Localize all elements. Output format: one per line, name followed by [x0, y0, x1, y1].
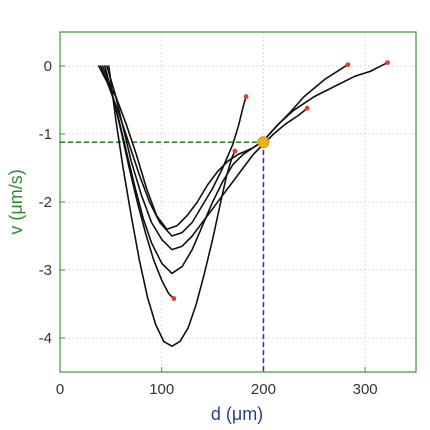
y-tick-label: -3 — [39, 262, 52, 279]
highlight-point-marker — [257, 136, 270, 149]
tick-marks — [59, 65, 366, 372]
x-axis-title: d (μm) — [211, 404, 263, 424]
y-tick-label: 0 — [44, 58, 52, 75]
trajectory-line-3 — [101, 63, 349, 275]
x-tick-labels: 0 100 200 300 — [56, 381, 378, 398]
series-layer — [97, 61, 389, 348]
highlight-layer — [257, 136, 270, 149]
trajectory-line-2 — [99, 65, 247, 237]
endpoint-marker-5 — [304, 105, 310, 111]
endpoint-markers — [171, 60, 390, 301]
x-tick-label: 300 — [353, 381, 378, 398]
x-tick-label: 200 — [251, 381, 276, 398]
trajectory-line-4 — [104, 65, 175, 300]
endpoint-marker-2 — [243, 94, 249, 99]
guide-lines — [60, 141, 265, 372]
y-tick-labels: 0 -1 -2 -3 -4 — [39, 58, 52, 347]
y-tick-label: -4 — [39, 330, 52, 347]
y-axis-title: v (μm/s) — [6, 169, 26, 234]
trajectory-line-5 — [106, 65, 309, 251]
trajectory-line-1 — [97, 61, 389, 230]
endpoint-marker-1 — [385, 60, 390, 65]
grid-layer — [59, 32, 416, 372]
y-tick-label: -2 — [39, 194, 52, 211]
endpoint-marker-6 — [232, 148, 238, 154]
x-tick-label: 0 — [56, 381, 64, 398]
endpoint-marker-3 — [345, 62, 351, 68]
x-tick-label: 100 — [149, 381, 174, 398]
trajectory-line-6 — [108, 65, 236, 348]
endpoint-marker-4 — [171, 296, 177, 301]
y-tick-label: -1 — [39, 126, 52, 143]
